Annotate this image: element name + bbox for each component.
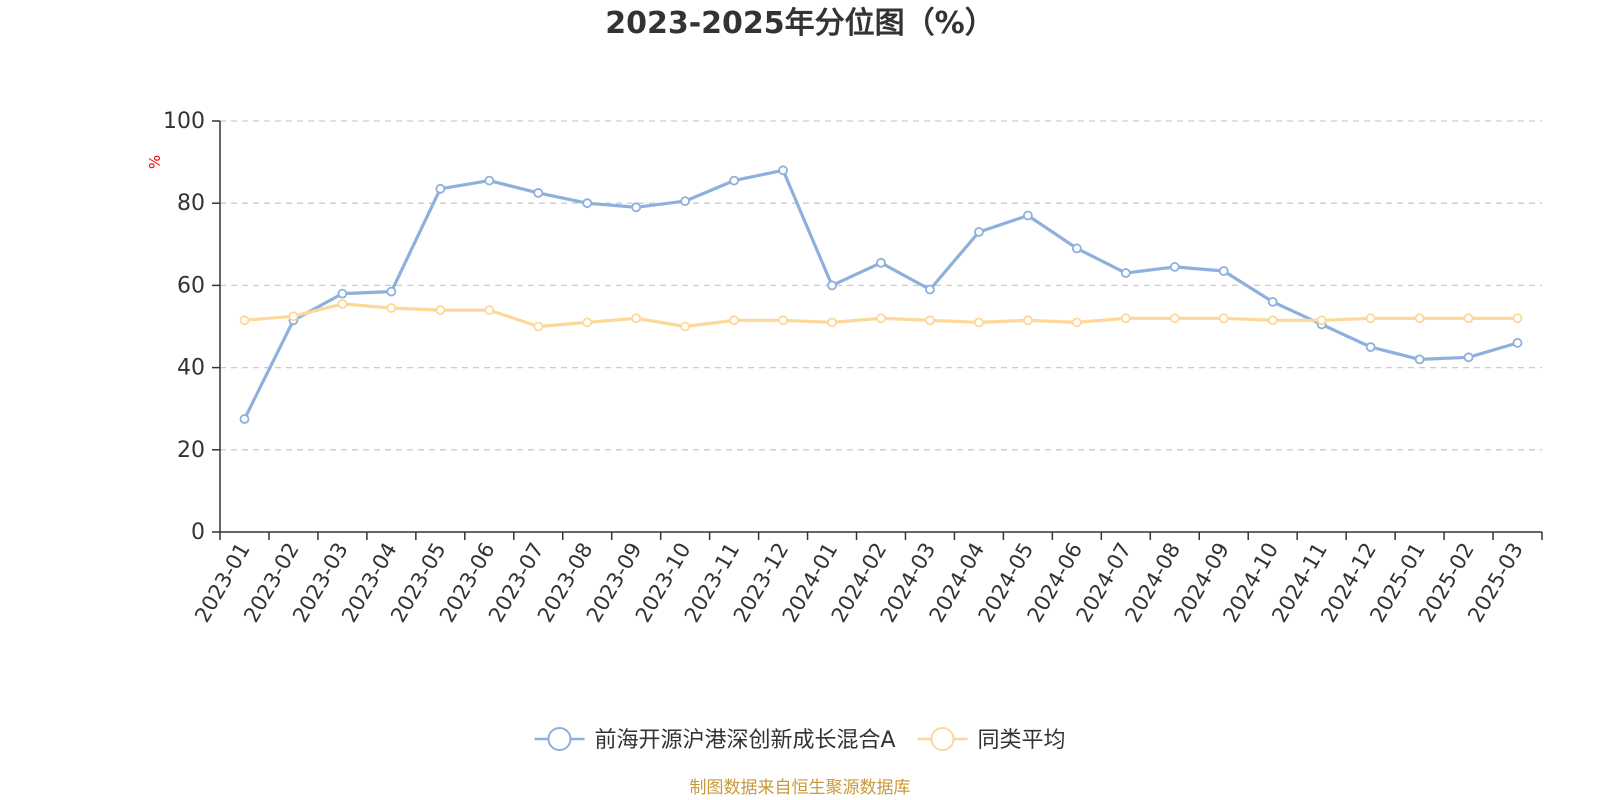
- legend-marker-icon: [930, 727, 955, 751]
- legend-item-1[interactable]: 前海开源沪港深创新成长混合A: [534, 727, 896, 753]
- y-tick-label: 0: [191, 520, 205, 545]
- data-point: [974, 227, 984, 237]
- series-lines: [239, 165, 1523, 424]
- series-1: [239, 165, 1523, 424]
- data-point: [1120, 268, 1131, 278]
- data-point: [778, 165, 788, 176]
- data-point: [925, 315, 935, 326]
- y-tick-label: 100: [163, 109, 205, 134]
- data-point: [1022, 315, 1033, 326]
- data-point: [484, 175, 495, 186]
- data-point: [484, 305, 495, 315]
- data-point: [337, 298, 348, 309]
- legend[interactable]: 前海开源沪港深创新成长混合A 同类平均: [534, 727, 1066, 753]
- data-point: [729, 175, 740, 186]
- source-note: 制图数据来自恒生聚源数据库: [690, 778, 911, 798]
- data-point: [1071, 317, 1082, 328]
- data-point: [778, 315, 788, 326]
- data-point: [827, 317, 837, 328]
- legend-label: 前海开源沪港深创新成长混合A: [595, 728, 896, 753]
- series-2: [239, 298, 1523, 332]
- legend-label: 同类平均: [978, 728, 1066, 753]
- data-point: [1365, 313, 1376, 324]
- data-point: [533, 321, 544, 332]
- y-axis-unit-label: %: [146, 155, 164, 169]
- data-point: [1022, 210, 1033, 221]
- data-point: [239, 414, 250, 424]
- data-point: [1169, 313, 1180, 324]
- data-point: [827, 280, 837, 291]
- data-point: [876, 257, 886, 268]
- data-point: [533, 188, 544, 198]
- data-point: [288, 311, 299, 322]
- data-point: [1267, 296, 1278, 307]
- data-point: [1316, 315, 1327, 326]
- y-tick-label: 40: [177, 356, 205, 381]
- legend-item-2[interactable]: 同类平均: [917, 727, 1066, 753]
- data-point: [1512, 338, 1523, 348]
- data-point: [729, 315, 740, 326]
- data-point: [582, 317, 593, 328]
- y-tick-label: 20: [177, 438, 205, 463]
- chart-title: 2023-2025年分位图（%）: [605, 6, 995, 41]
- data-point: [386, 286, 397, 297]
- data-point: [1463, 352, 1474, 363]
- grid-lines: [220, 120, 1542, 451]
- data-point: [974, 317, 984, 328]
- data-point: [337, 288, 348, 299]
- data-point: [582, 198, 593, 209]
- data-point: [1365, 342, 1376, 352]
- data-point: [1512, 313, 1523, 324]
- data-point: [1169, 262, 1180, 272]
- data-point: [631, 202, 642, 213]
- data-point: [435, 305, 446, 315]
- data-point: [631, 313, 642, 324]
- data-point: [435, 183, 446, 194]
- series-line: [243, 168, 1518, 420]
- data-point: [1218, 266, 1229, 276]
- data-point: [386, 303, 397, 313]
- data-point: [680, 196, 691, 207]
- legend-marker-icon: [547, 727, 572, 751]
- data-point: [876, 313, 886, 324]
- y-tick-label: 60: [177, 273, 205, 298]
- data-point: [1218, 313, 1229, 324]
- data-point: [1120, 313, 1131, 324]
- data-point: [680, 321, 691, 332]
- data-point: [1414, 354, 1425, 365]
- data-point: [239, 315, 250, 326]
- data-point: [1463, 313, 1474, 324]
- data-point: [1414, 313, 1425, 324]
- data-point: [925, 284, 935, 295]
- y-tick-label: 80: [177, 191, 205, 216]
- data-point: [1071, 243, 1082, 254]
- data-point: [1267, 315, 1278, 326]
